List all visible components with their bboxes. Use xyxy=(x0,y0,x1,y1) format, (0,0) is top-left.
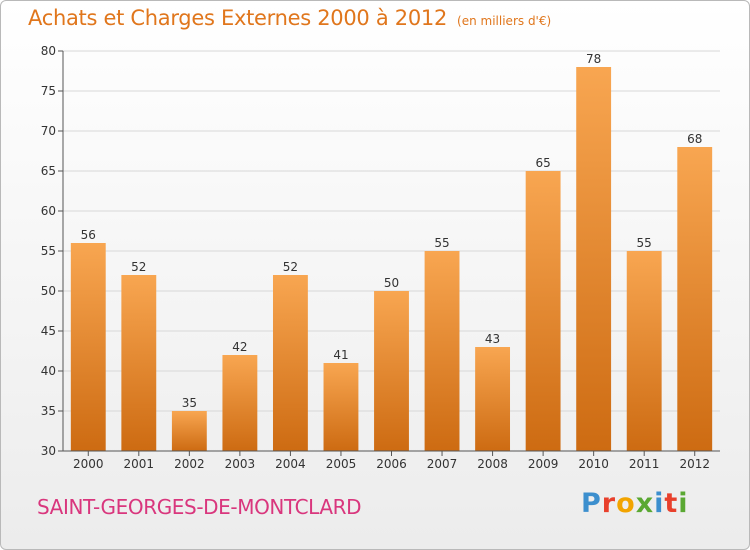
x-tick-label: 2003 xyxy=(225,457,256,471)
bar xyxy=(576,67,612,451)
y-tick-label: 45 xyxy=(41,324,56,338)
data-label: 50 xyxy=(384,276,399,290)
data-label: 55 xyxy=(434,236,449,250)
bar xyxy=(374,291,409,451)
x-tick-label: 2012 xyxy=(679,457,710,471)
bar xyxy=(626,251,662,451)
bar xyxy=(424,251,460,451)
logo-letter: o xyxy=(616,488,636,519)
logo-letter: t xyxy=(664,488,679,519)
data-labels: 56 52 35 42 52 41 50 55 43 65 78 55 68 xyxy=(81,52,703,410)
x-tick-labels: 2000 2001 2002 2003 2004 2005 2006 2007 2008 2009… xyxy=(73,457,710,471)
x-tick-label: 2001 xyxy=(124,457,155,471)
x-tick-label: 2004 xyxy=(275,457,306,471)
data-label: 55 xyxy=(637,236,652,250)
commune-name: SAINT-GEORGES-DE-MONTCLARD xyxy=(37,495,362,519)
x-tick-label: 2007 xyxy=(427,457,458,471)
proxiti-logo: Proxiti xyxy=(581,488,689,519)
y-tick-label: 65 xyxy=(41,164,56,178)
axes xyxy=(58,50,720,456)
chart-unit: (en milliers d'€) xyxy=(457,14,552,28)
logo-letter: r xyxy=(601,488,617,519)
x-tick-label: 2008 xyxy=(477,457,508,471)
bar xyxy=(323,363,359,451)
x-tick-label: 2000 xyxy=(73,457,104,471)
logo-letter: i xyxy=(654,488,665,519)
bar xyxy=(475,347,511,451)
data-label: 35 xyxy=(182,396,197,410)
data-label: 78 xyxy=(586,52,601,66)
logo-letter: P xyxy=(581,488,602,519)
y-tick-labels: 30 35 40 45 50 55 60 65 70 75 80 xyxy=(41,44,56,458)
y-tick-label: 75 xyxy=(41,84,56,98)
x-tick-label: 2010 xyxy=(578,457,609,471)
bar xyxy=(525,171,561,451)
x-tick-label: 2006 xyxy=(376,457,407,471)
y-tick-label: 30 xyxy=(41,444,56,458)
bar xyxy=(121,275,157,451)
logo-letter: x xyxy=(635,488,655,519)
data-label: 65 xyxy=(535,156,550,170)
data-label: 52 xyxy=(131,260,146,274)
chart-title-text: Achats et Charges Externes 2000 à 2012 xyxy=(28,6,448,30)
bar xyxy=(171,411,207,451)
y-tick-label: 70 xyxy=(41,124,56,138)
data-label: 68 xyxy=(687,132,702,146)
logo-letter: i xyxy=(678,488,689,519)
x-tick-label: 2005 xyxy=(326,457,357,471)
x-tick-label: 2011 xyxy=(629,457,660,471)
y-tick-label: 40 xyxy=(41,364,56,378)
data-label: 42 xyxy=(232,340,247,354)
bar xyxy=(272,275,308,451)
bar xyxy=(70,243,106,451)
data-label: 56 xyxy=(81,228,96,242)
bar xyxy=(222,355,258,451)
chart-title: Achats et Charges Externes 2000 à 2012 (e… xyxy=(28,6,551,30)
x-tick-label: 2002 xyxy=(174,457,205,471)
data-label: 41 xyxy=(333,348,348,362)
y-tick-label: 55 xyxy=(41,244,56,258)
bar xyxy=(677,147,713,451)
data-label: 52 xyxy=(283,260,298,274)
bars xyxy=(70,67,713,451)
y-tick-label: 80 xyxy=(41,44,56,58)
data-label: 43 xyxy=(485,332,500,346)
y-tick-label: 60 xyxy=(41,204,56,218)
x-tick-label: 2009 xyxy=(528,457,559,471)
y-tick-label: 35 xyxy=(41,404,56,418)
y-tick-label: 50 xyxy=(41,284,56,298)
